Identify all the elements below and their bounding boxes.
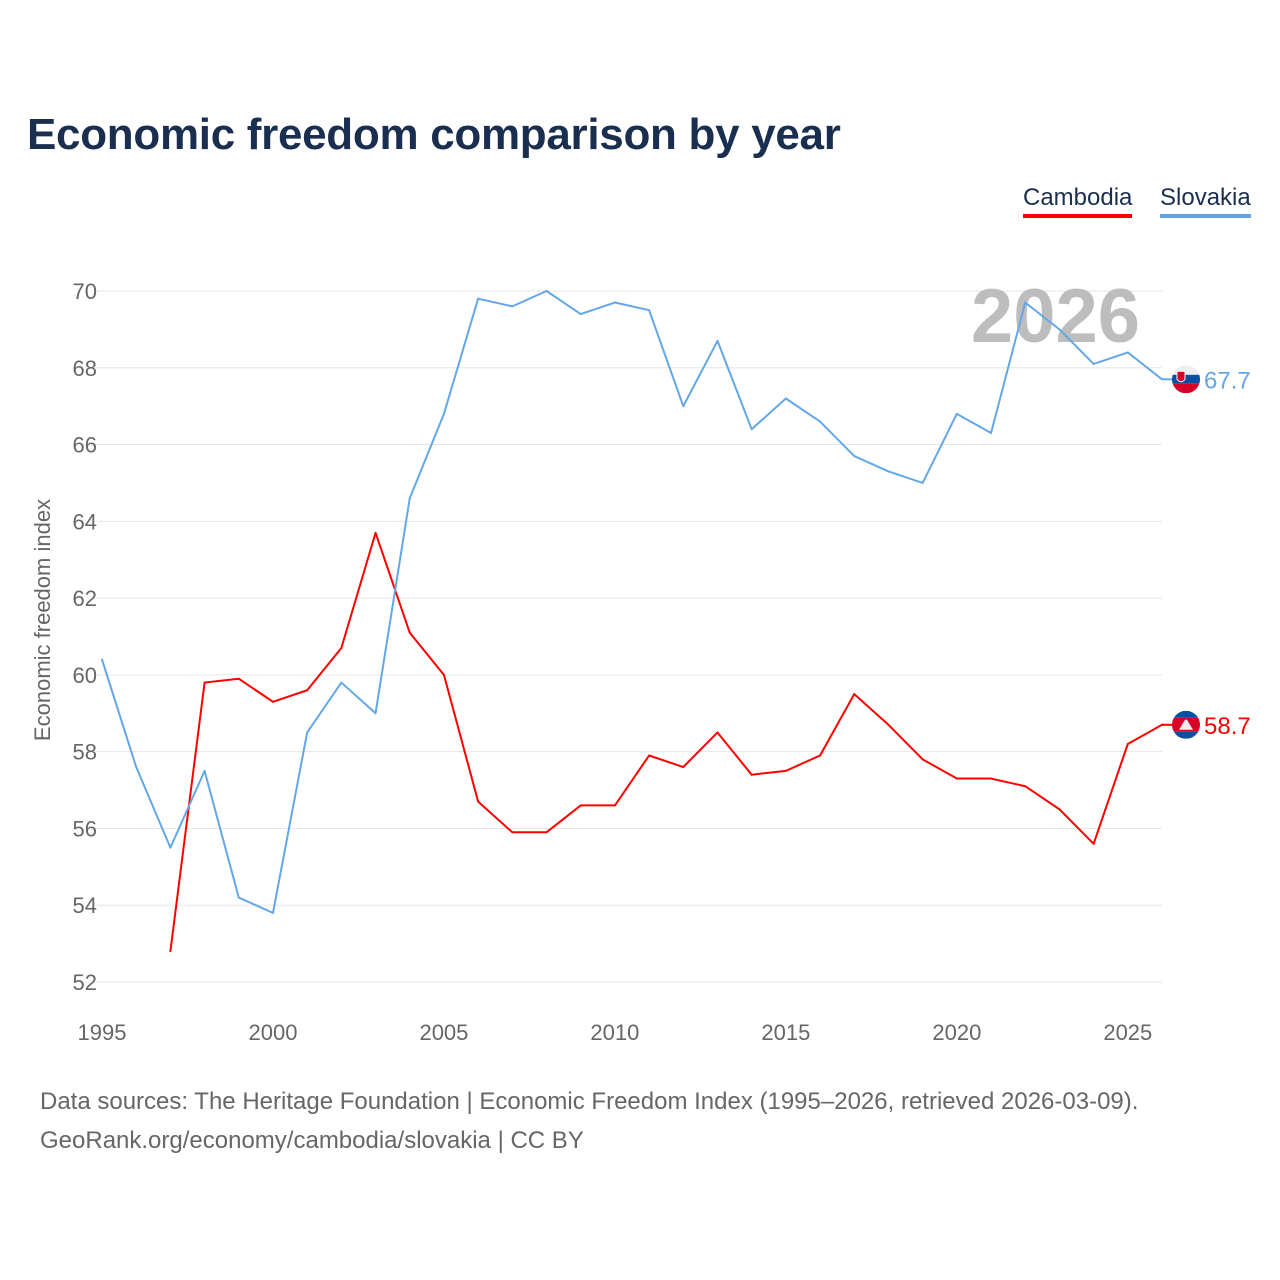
- data-point: [648, 754, 651, 757]
- data-point: [442, 412, 445, 415]
- data-point: [921, 481, 924, 484]
- data-point: [340, 681, 343, 684]
- data-point: [579, 313, 582, 316]
- data-point: [955, 412, 958, 415]
- y-axis-label: Economic freedom index: [30, 499, 55, 741]
- data-point: [819, 420, 822, 423]
- x-tick-label: 1995: [78, 1020, 127, 1045]
- data-point: [271, 700, 274, 703]
- data-point: [442, 673, 445, 676]
- data-point: [1126, 742, 1129, 745]
- data-point: [101, 658, 103, 661]
- data-point: [887, 470, 890, 473]
- data-point: [306, 689, 309, 692]
- data-point: [477, 297, 480, 300]
- data-point: [682, 405, 685, 408]
- x-tick-label: 2010: [590, 1020, 639, 1045]
- legend-cambodia[interactable]: Cambodia: [1023, 184, 1133, 218]
- footer-sources: Data sources: The Heritage Foundation | …: [40, 1088, 1139, 1115]
- data-point: [271, 911, 274, 914]
- data-point: [511, 831, 514, 834]
- data-point: [990, 432, 993, 435]
- data-point: [613, 301, 616, 304]
- y-tick-label: 64: [73, 509, 97, 534]
- legend-slovakia[interactable]: Slovakia: [1160, 184, 1251, 218]
- end-label-cambodia: 58.7: [1204, 713, 1251, 740]
- data-point: [1058, 808, 1061, 811]
- y-tick-label: 70: [73, 279, 97, 304]
- data-point: [853, 455, 856, 458]
- data-point: [374, 531, 377, 534]
- data-point: [716, 339, 719, 342]
- data-point: [955, 777, 958, 780]
- data-point: [1092, 842, 1095, 845]
- end-label-slovakia: 67.7: [1204, 367, 1251, 394]
- data-point: [1092, 362, 1095, 365]
- data-point: [169, 950, 172, 953]
- y-tick-label: 68: [73, 356, 97, 381]
- data-point: [750, 428, 753, 431]
- y-tick-label: 54: [73, 893, 97, 918]
- data-point: [237, 896, 240, 899]
- data-point: [306, 731, 309, 734]
- data-point: [716, 731, 719, 734]
- data-point: [579, 804, 582, 807]
- y-tick-label: 52: [73, 970, 97, 995]
- data-point: [237, 677, 240, 680]
- data-point: [545, 831, 548, 834]
- data-point: [1126, 351, 1129, 354]
- y-tick-label: 62: [73, 586, 97, 611]
- data-point: [169, 846, 172, 849]
- x-tick-label: 2020: [932, 1020, 981, 1045]
- data-point: [511, 305, 514, 308]
- data-point: [408, 631, 411, 634]
- y-tick-label: 58: [73, 740, 97, 765]
- y-tick-label: 56: [73, 816, 97, 841]
- cambodia-flag-icon: [1172, 710, 1200, 739]
- series-line-cambodia: [169, 531, 1163, 952]
- footer-attribution: GeoRank.org/economy/cambodia/slovakia | …: [40, 1127, 584, 1154]
- y-tick-label: 60: [73, 663, 97, 688]
- slovakia-flag-icon: [1172, 365, 1200, 394]
- data-point: [203, 769, 206, 772]
- data-point: [408, 497, 411, 500]
- data-point: [1024, 301, 1027, 304]
- data-point: [203, 681, 206, 684]
- data-point: [374, 712, 377, 715]
- x-tick-label: 2025: [1103, 1020, 1152, 1045]
- data-point: [340, 647, 343, 650]
- year-watermark: 2026: [971, 274, 1140, 359]
- y-tick-label: 66: [73, 433, 97, 458]
- data-point: [682, 766, 685, 769]
- series-line-slovakia: [101, 290, 1163, 914]
- x-tick-label: 2000: [248, 1020, 297, 1045]
- data-point: [853, 693, 856, 696]
- data-point: [545, 290, 548, 292]
- data-point: [1058, 328, 1061, 331]
- data-point: [990, 777, 993, 780]
- data-point: [784, 397, 787, 400]
- data-point: [613, 804, 616, 807]
- data-point: [648, 309, 651, 312]
- data-point: [921, 758, 924, 761]
- data-point: [477, 800, 480, 803]
- data-point: [819, 754, 822, 757]
- x-tick-label: 2005: [419, 1020, 468, 1045]
- chart-title: Economic freedom comparison by year: [27, 110, 841, 159]
- data-point: [750, 773, 753, 776]
- data-point: [887, 723, 890, 726]
- data-point: [135, 766, 138, 769]
- data-point: [1024, 785, 1027, 788]
- data-point: [784, 769, 787, 772]
- x-tick-label: 2015: [761, 1020, 810, 1045]
